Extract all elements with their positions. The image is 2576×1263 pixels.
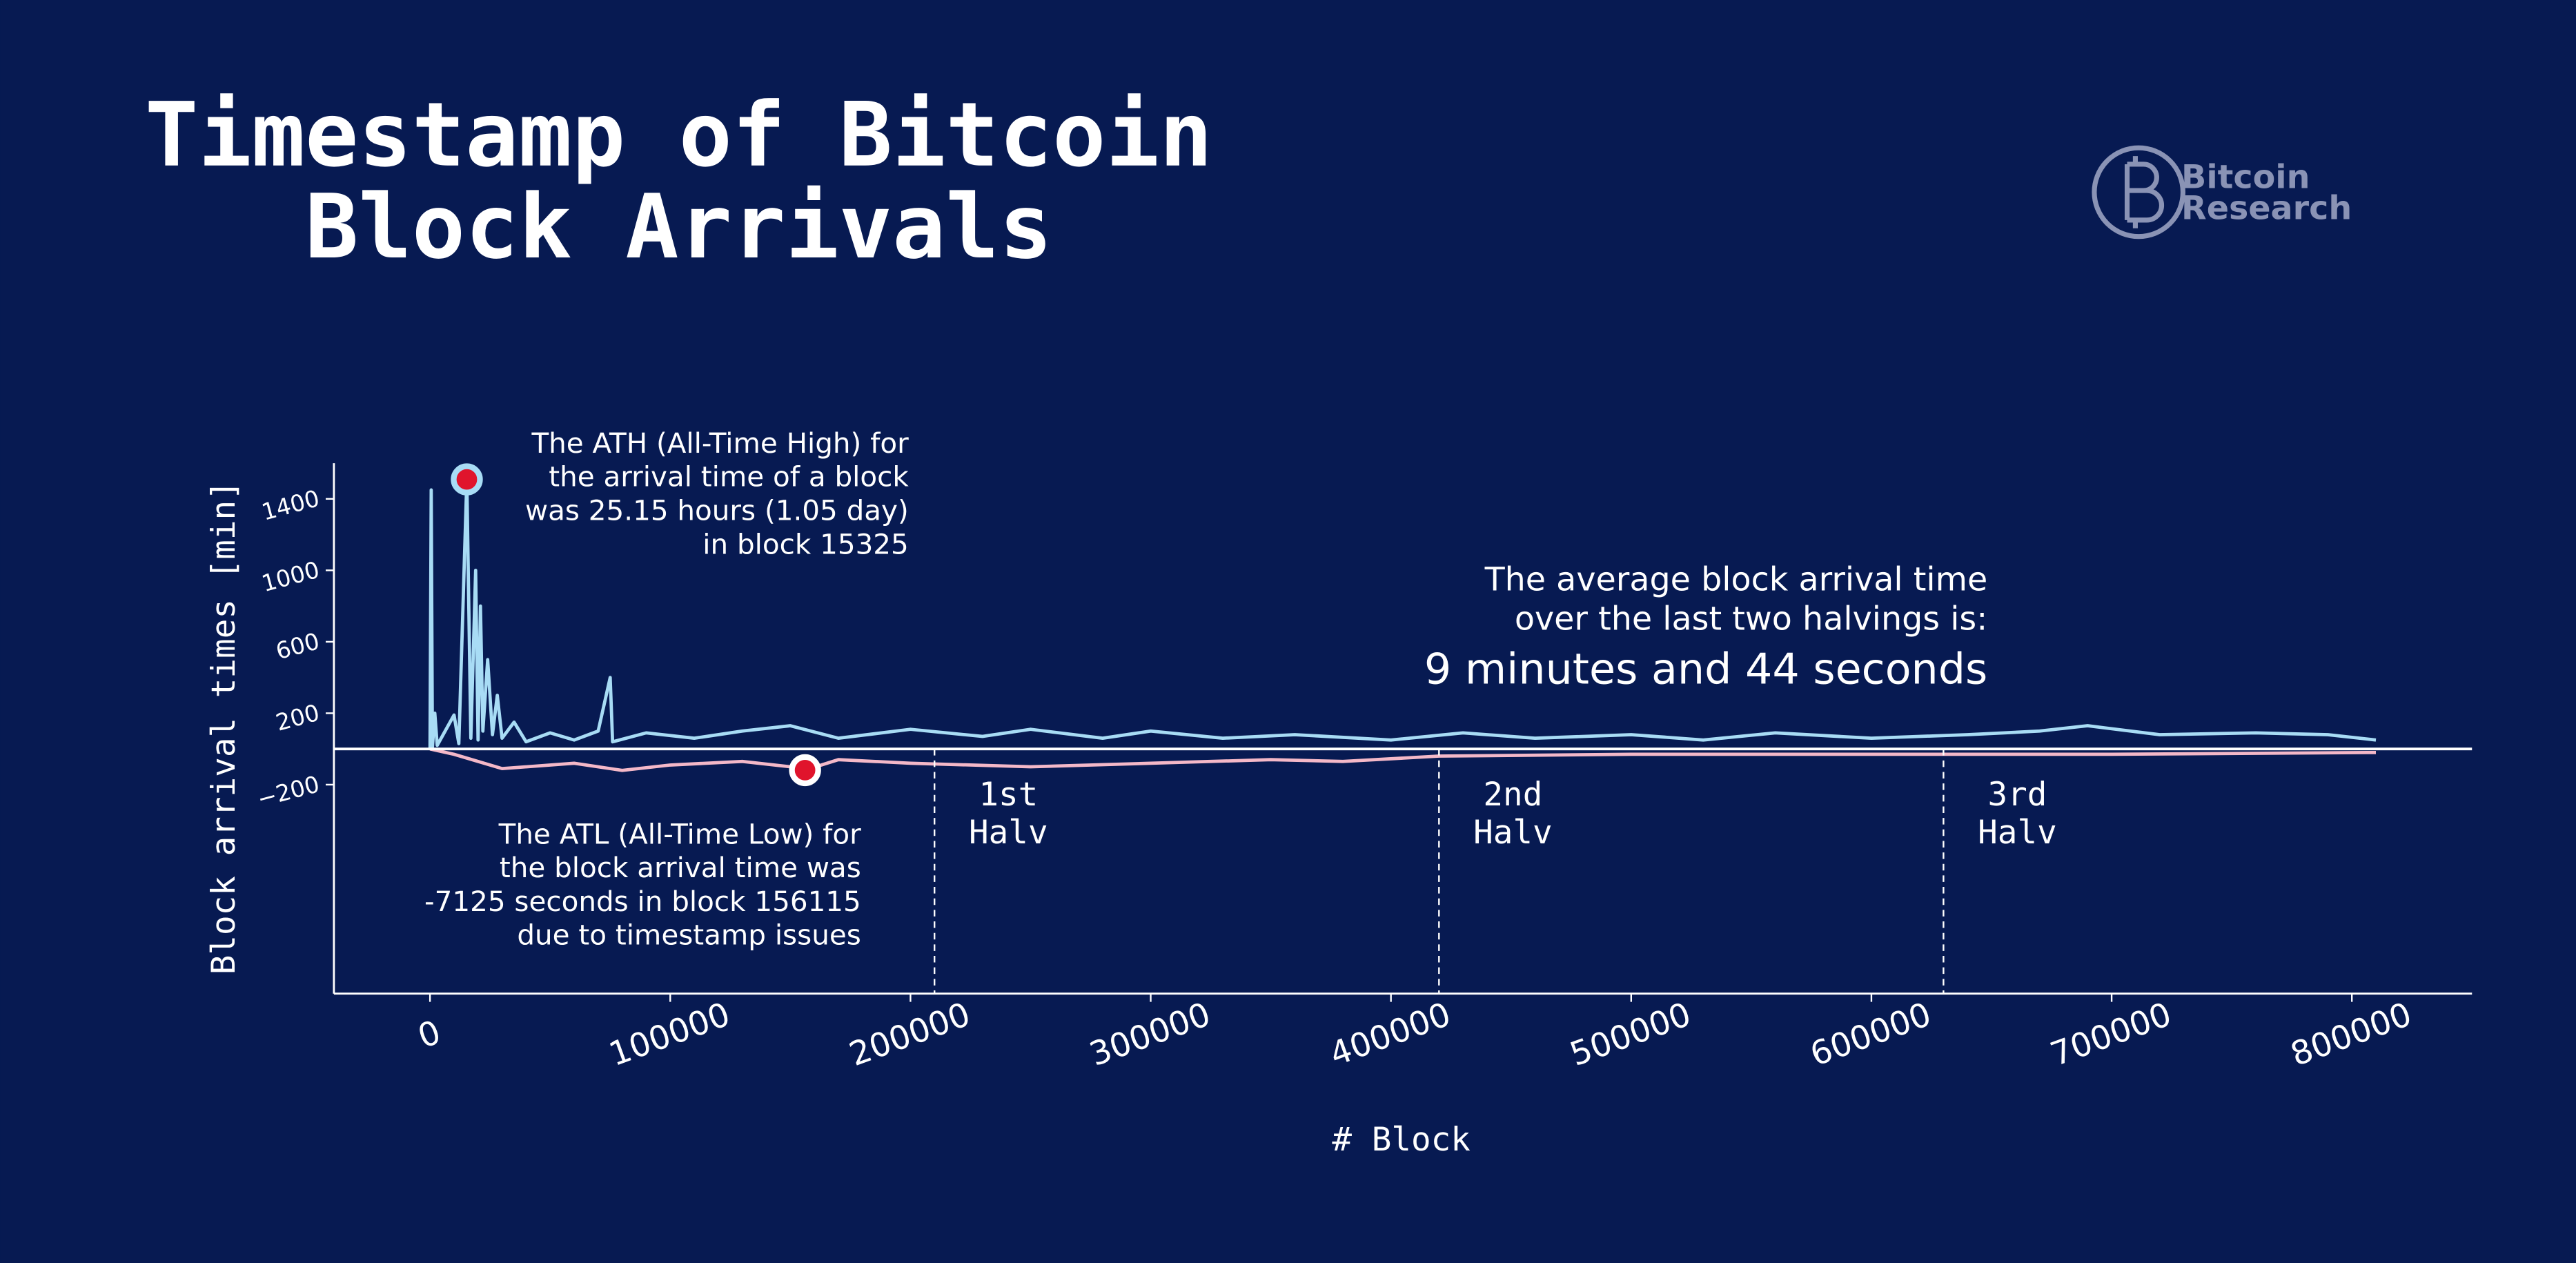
halving-label: Halv — [969, 814, 1048, 852]
annotation-text: The ATL (All-Time Low) for — [498, 817, 862, 850]
average-note: over the last two halvings is: — [1515, 600, 1987, 638]
x-axis-label: # Block — [1332, 1121, 1471, 1159]
chart-title: Timestamp of Bitcoin — [145, 84, 1212, 187]
annotation-marker — [451, 463, 483, 496]
halving-label: 3rd — [1987, 776, 2047, 814]
annotation-text: due to timestamp issues — [517, 919, 861, 952]
annotation-text: the arrival time of a block — [549, 460, 909, 493]
series-line — [429, 747, 2377, 772]
logo: Bitcoin Research — [2092, 145, 2352, 239]
y-axis-label: Block arrival times [min] — [205, 480, 243, 975]
annotation-text: The ATH (All-Time High) for — [531, 427, 909, 460]
average-note: 9 minutes and 44 seconds — [1424, 644, 1987, 694]
annotation-marker — [789, 754, 821, 787]
logo-ring — [2092, 145, 2186, 239]
halving-label: Halv — [1978, 814, 2057, 852]
halving-label: Halv — [1473, 814, 1553, 852]
average-note: The average block arrival time — [1484, 560, 1988, 598]
halving-label: 2nd — [1483, 776, 1542, 814]
chart-title: Block Arrivals — [305, 176, 1052, 279]
halving-label: 1st — [979, 776, 1038, 814]
annotation-text: the block arrival time was — [500, 851, 861, 884]
logo-text: Research — [2181, 190, 2352, 228]
annotation-text: was 25.15 hours (1.05 day) — [525, 493, 909, 527]
logo-text: Bitcoin — [2181, 158, 2310, 196]
annotation-text: -7125 seconds in block 156115 — [424, 885, 861, 918]
annotation-text: in block 15325 — [702, 527, 909, 560]
logo-icon — [2124, 156, 2165, 228]
series-line — [428, 478, 2377, 750]
